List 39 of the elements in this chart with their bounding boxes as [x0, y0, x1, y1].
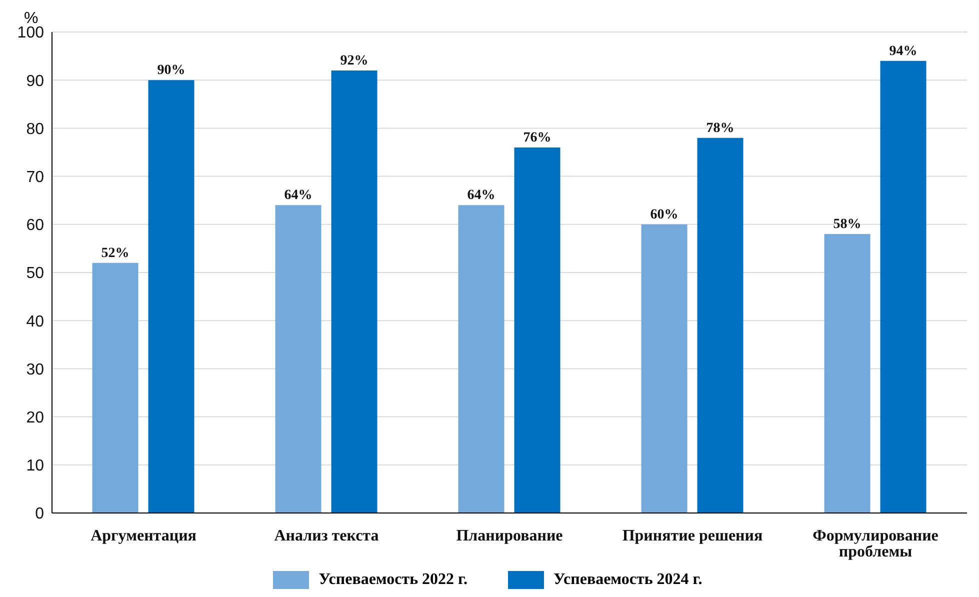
bar: [697, 138, 744, 513]
bar: [458, 205, 504, 513]
bar: [331, 70, 378, 513]
bar: [92, 262, 138, 513]
bar: [148, 80, 194, 513]
x-tick-label: Принятие решения: [622, 527, 763, 544]
y-tick-label: 90: [26, 72, 44, 90]
x-tick-label: Аргументация: [90, 527, 197, 544]
y-tick-label: 20: [26, 409, 44, 426]
bar: [880, 60, 926, 513]
y-axis-title: %: [24, 10, 38, 27]
y-tick-label: 50: [26, 265, 44, 282]
y-tick-label: 70: [26, 168, 44, 186]
y-tick-label: 40: [26, 313, 44, 330]
data-label: 58%: [833, 217, 862, 232]
data-label: 90%: [157, 63, 186, 78]
data-label: 60%: [650, 207, 678, 222]
legend-label: Успеваемость 2024 г.: [554, 571, 702, 589]
y-tick-label: 60: [26, 217, 44, 234]
legend-label: Успеваемость 2022 г.: [318, 571, 468, 589]
bar: [275, 205, 322, 513]
x-tick-label: Планирование: [456, 527, 563, 544]
y-tick-label: 0: [35, 506, 44, 523]
y-tick-label: 10: [26, 458, 44, 475]
data-label: 52%: [101, 246, 130, 261]
data-label: 76%: [523, 130, 552, 146]
y-tick-label: 100: [17, 24, 44, 42]
bar: [824, 234, 870, 513]
data-label: 92%: [340, 53, 368, 68]
x-tick-label: Формулирование проблемы: [812, 527, 938, 560]
data-label: 64%: [284, 188, 312, 204]
y-tick-label: 80: [26, 120, 44, 138]
bar: [641, 224, 688, 513]
data-label: 64%: [467, 188, 496, 204]
bar: [514, 147, 560, 513]
data-label: 78%: [706, 120, 734, 136]
data-label: 94%: [889, 44, 918, 59]
y-tick-label: 30: [26, 361, 44, 378]
x-tick-label: Анализ текста: [274, 527, 379, 544]
